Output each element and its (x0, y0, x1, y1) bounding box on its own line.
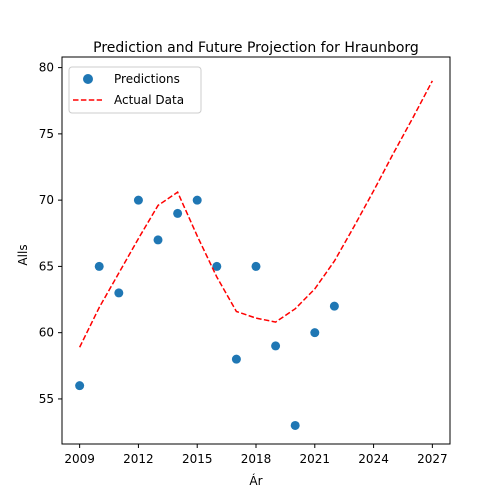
x-tick-label: 2021 (300, 452, 331, 466)
x-tick-label: 2024 (358, 452, 389, 466)
x-tick-label: 2027 (417, 452, 448, 466)
data-point-predictions (310, 328, 320, 338)
data-point-predictions (251, 261, 261, 271)
data-point-predictions (271, 341, 281, 351)
y-axis-label: Alls (16, 244, 30, 265)
data-point-predictions (173, 208, 183, 218)
y-tick-label: 60 (39, 326, 54, 340)
data-point-predictions (329, 301, 339, 311)
data-point-predictions (212, 261, 222, 271)
y-tick-label: 55 (39, 392, 54, 406)
y-tick-label: 80 (39, 61, 54, 75)
x-tick-label: 2018 (241, 452, 272, 466)
legend-label-predictions: Predictions (114, 72, 180, 86)
data-point-predictions (94, 261, 104, 271)
data-point-predictions (114, 288, 124, 298)
data-point-predictions (75, 381, 85, 391)
chart-title: Prediction and Future Projection for Hra… (93, 40, 419, 56)
data-point-predictions (192, 195, 202, 205)
legend-marker-predictions (83, 74, 93, 84)
plot-area (75, 80, 434, 430)
y-tick-label: 75 (39, 127, 54, 141)
x-tick-label: 2012 (123, 452, 154, 466)
data-point-predictions (153, 235, 163, 245)
x-tick-label: 2009 (64, 452, 95, 466)
legend-frame (68, 66, 202, 114)
axes: 2009 2012 2015 2018 2021 2024 2027 55 60 65 70 75 80 (39, 56, 451, 466)
data-point-predictions (290, 420, 300, 430)
y-tick-label: 65 (39, 259, 54, 273)
x-axis-label: Ár (249, 473, 262, 488)
legend: Predictions Actual Data (68, 66, 202, 114)
data-point-predictions (133, 195, 143, 205)
legend-label-actual-data: Actual Data (114, 93, 184, 107)
series-line-actual-data (78, 80, 434, 348)
y-tick-label: 70 (39, 193, 54, 207)
data-point-predictions (231, 354, 241, 364)
x-tick-label: 2015 (182, 452, 213, 466)
